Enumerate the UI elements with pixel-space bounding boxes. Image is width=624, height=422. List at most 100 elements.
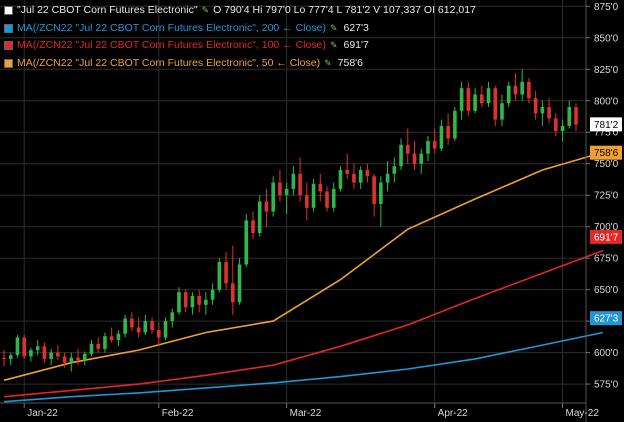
- candle: [15, 334, 20, 358]
- candle: [82, 351, 87, 366]
- candle-body: [533, 98, 538, 114]
- moving-average-lines: [3, 151, 604, 403]
- candle: [49, 348, 53, 366]
- candle-body: [210, 289, 215, 300]
- candle-body: [365, 170, 370, 177]
- candle-body: [278, 182, 282, 196]
- candle: [123, 314, 127, 338]
- candle-body: [331, 188, 336, 208]
- candle-body: [82, 353, 87, 361]
- candle-body: [574, 107, 578, 125]
- candle-body: [426, 141, 430, 154]
- candle: [224, 251, 228, 290]
- candle: [103, 332, 107, 353]
- candle: [284, 182, 289, 215]
- candle-body: [224, 261, 228, 284]
- candle-body: [170, 312, 175, 322]
- candle-body: [62, 356, 67, 363]
- candle-body: [479, 94, 484, 104]
- candle-body: [540, 107, 545, 114]
- candle: [331, 182, 336, 212]
- y-tick-label: 650'0: [594, 285, 619, 296]
- candle: [325, 186, 329, 212]
- candle: [251, 211, 255, 240]
- candle-body: [130, 318, 134, 328]
- candle-body: [123, 318, 127, 334]
- legend-swatch-ma200[interactable]: [4, 23, 13, 33]
- candle-body: [419, 153, 424, 164]
- y-tick-label: 825'0: [594, 65, 619, 76]
- candle: [177, 287, 181, 315]
- candle: [439, 119, 444, 152]
- candle: [264, 188, 269, 227]
- candle: [547, 98, 551, 124]
- candle-body: [432, 141, 437, 149]
- candle-body: [163, 321, 168, 338]
- candle-body: [22, 337, 26, 357]
- legend-swatch-main[interactable]: [4, 6, 13, 16]
- candle-body: [405, 144, 410, 154]
- candle-body: [459, 88, 464, 111]
- candle-body: [177, 292, 181, 313]
- legend-row-ma100[interactable]: MA(/ZCN22 "Jul 22 CBOT Corn Futures Elec…: [4, 37, 476, 55]
- chart-legend: "Jul 22 CBOT Corn Futures Electronic" ✎ …: [4, 2, 476, 72]
- candle-body: [264, 201, 269, 212]
- ma200-value-tag: 627'3: [590, 311, 622, 326]
- candle-body: [358, 170, 363, 183]
- legend-label-ma50: MA(/ZCN22 "Jul 22 CBOT Corn Futures Elec…: [17, 56, 321, 69]
- candle: [291, 166, 296, 196]
- candle: [338, 166, 343, 192]
- legend-swatch-ma50[interactable]: [4, 58, 13, 68]
- candle: [35, 340, 40, 356]
- candle: [210, 283, 215, 305]
- price-tag-box: [590, 311, 622, 326]
- candle-body: [318, 183, 323, 192]
- candle-body: [35, 346, 40, 351]
- legend-swatch-ma100[interactable]: [4, 41, 13, 51]
- price-tag-box: [590, 229, 622, 244]
- candle: [183, 289, 188, 313]
- candle-body: [506, 85, 511, 104]
- candle-body: [399, 144, 403, 167]
- price-axis[interactable]: 575'0600'0625'0650'0675'0700'0725'0750'0…: [585, 0, 619, 422]
- pencil-icon[interactable]: ✎: [329, 22, 338, 33]
- candle: [244, 214, 249, 267]
- candle-body: [305, 195, 309, 208]
- time-axis[interactable]: Jan-22 Feb-22 Mar-22 Apr-22 May-22: [23, 403, 599, 419]
- candle: [479, 85, 484, 108]
- x-tick-label: Feb-22: [162, 408, 194, 419]
- candle: [96, 337, 101, 353]
- legend-ohlc: O 790'4 Hi 797'0 Lo 777'4 L 781'2 V 107,…: [213, 4, 476, 16]
- legend-row-main[interactable]: "Jul 22 CBOT Corn Futures Electronic" ✎ …: [4, 2, 476, 20]
- candle-body: [109, 336, 114, 341]
- legend-row-ma50[interactable]: MA(/ZCN22 "Jul 22 CBOT Corn Futures Elec…: [4, 55, 476, 73]
- pencil-icon[interactable]: ✎: [329, 40, 338, 50]
- candle-body: [352, 173, 356, 183]
- candle: [365, 163, 370, 183]
- candle: [500, 94, 504, 126]
- pencil-icon[interactable]: ✎: [201, 5, 210, 15]
- candle: [358, 166, 363, 189]
- x-tick-label: Mar-22: [290, 408, 322, 419]
- y-tick-label: 850'0: [594, 33, 619, 44]
- pencil-icon[interactable]: ✎: [324, 57, 332, 68]
- candle-body: [453, 110, 457, 139]
- candle: [231, 245, 235, 315]
- candle: [150, 317, 154, 334]
- candle: [2, 350, 6, 367]
- candle-body: [29, 350, 33, 357]
- legend-row-ma200[interactable]: MA(/ZCN22 "Jul 22 CBOT Corn Futures Elec…: [4, 20, 476, 38]
- candle: [130, 312, 134, 332]
- candle: [190, 292, 195, 315]
- y-tick-label: 575'0: [594, 380, 619, 391]
- candle: [446, 113, 450, 145]
- candle: [89, 340, 94, 357]
- candle-body: [156, 329, 161, 338]
- candle: [197, 289, 201, 313]
- candle: [412, 141, 417, 171]
- candle: [574, 103, 578, 131]
- candle: [62, 352, 67, 368]
- candle-body: [251, 220, 255, 233]
- candle-body: [103, 336, 107, 349]
